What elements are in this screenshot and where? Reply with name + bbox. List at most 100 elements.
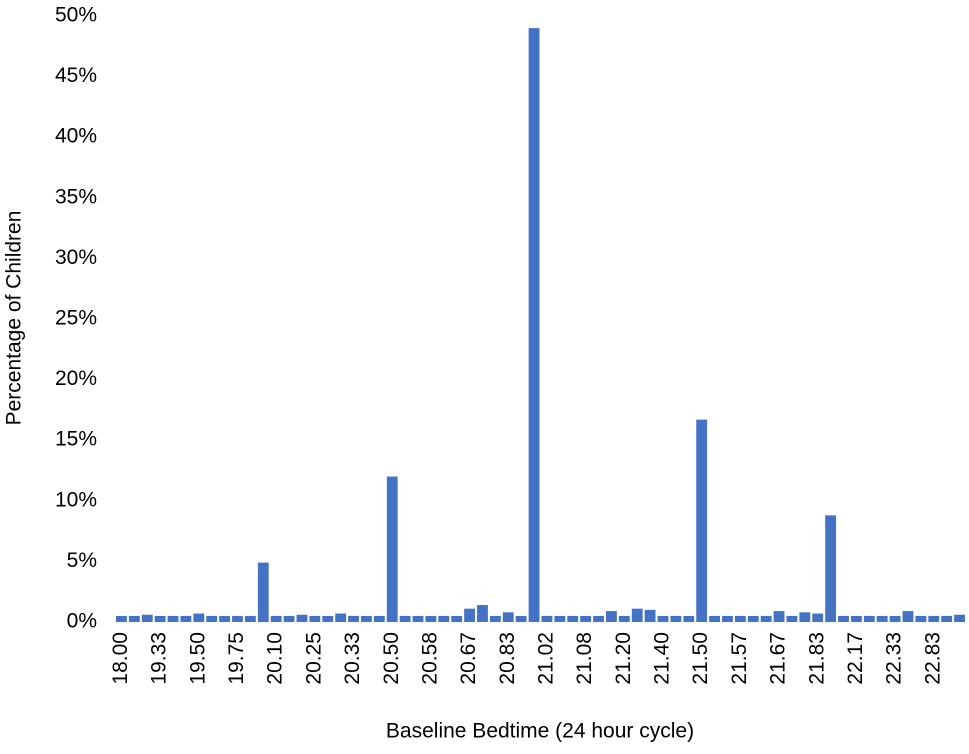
bar xyxy=(734,615,746,622)
bar xyxy=(928,615,940,622)
bar xyxy=(618,615,630,622)
x-tick-label: 19.50 xyxy=(186,632,209,685)
y-tick-label: 35% xyxy=(55,185,97,208)
x-tick-label: 20.33 xyxy=(341,632,364,685)
bar xyxy=(915,615,927,622)
bar xyxy=(193,613,205,622)
x-tick-label: 19.33 xyxy=(148,632,171,685)
bar xyxy=(606,611,617,622)
y-tick-label: 50% xyxy=(55,4,97,27)
bar xyxy=(270,615,282,622)
bar xyxy=(180,615,192,622)
bar xyxy=(567,615,579,622)
bar xyxy=(876,615,888,622)
bar xyxy=(335,613,347,622)
bar xyxy=(425,615,437,622)
x-tick-label: 22.17 xyxy=(844,632,867,685)
bar xyxy=(296,614,308,622)
x-tick-label: 21.20 xyxy=(612,632,635,685)
y-tick-label: 30% xyxy=(55,246,97,269)
y-tick-label: 25% xyxy=(55,307,97,330)
bar xyxy=(141,614,153,622)
bar xyxy=(528,28,540,623)
bar xyxy=(850,615,862,622)
y-tick-label: 10% xyxy=(55,488,97,511)
bar xyxy=(206,615,218,622)
bar xyxy=(657,615,669,622)
bar xyxy=(309,615,321,622)
bar xyxy=(541,615,553,622)
bar xyxy=(322,615,334,622)
x-tick-label: 20.10 xyxy=(264,632,287,685)
x-axis-title: Baseline Bedtime (24 hour cycle) xyxy=(386,720,694,743)
y-tick-label: 15% xyxy=(55,428,97,451)
y-tick-label: 45% xyxy=(55,64,97,87)
bar xyxy=(747,615,759,622)
bar xyxy=(631,608,643,622)
bar xyxy=(941,615,953,622)
y-tick-label: 0% xyxy=(67,610,97,633)
bar xyxy=(760,615,772,622)
bar xyxy=(644,609,656,622)
bar xyxy=(116,615,127,622)
x-tick-label: 21.02 xyxy=(534,632,557,685)
bar xyxy=(451,615,463,622)
bar xyxy=(515,615,527,622)
bar xyxy=(709,615,720,622)
y-tick-label: 40% xyxy=(55,125,97,148)
bar xyxy=(489,615,501,622)
bar xyxy=(361,615,372,622)
bar xyxy=(232,615,243,622)
x-tick-label: 21.67 xyxy=(767,632,790,685)
x-tick-label: 20.83 xyxy=(496,632,519,685)
bar xyxy=(773,611,785,622)
bar xyxy=(257,562,269,622)
x-tick-label: 18.00 xyxy=(109,632,132,685)
bar xyxy=(593,615,604,622)
bar xyxy=(838,615,849,622)
bar xyxy=(683,615,695,622)
x-tick-label: 20.50 xyxy=(380,632,403,685)
bar xyxy=(799,612,811,622)
x-tick-label: 21.57 xyxy=(728,632,751,685)
bar xyxy=(399,615,411,622)
bar xyxy=(722,615,733,622)
bar xyxy=(812,613,824,622)
bar xyxy=(438,615,450,622)
bar xyxy=(954,614,965,622)
bar xyxy=(167,615,179,622)
bar xyxy=(154,615,166,622)
bar xyxy=(477,605,488,622)
bar xyxy=(386,476,398,622)
x-tick-label: 21.83 xyxy=(805,632,828,685)
bar xyxy=(283,615,295,622)
bar xyxy=(373,615,385,622)
bar xyxy=(670,615,682,622)
x-tick-label: 22.33 xyxy=(883,632,906,685)
x-tick-label: 21.40 xyxy=(651,632,674,685)
bar xyxy=(464,608,475,622)
bar xyxy=(696,419,708,622)
x-tick-label: 20.67 xyxy=(457,632,480,685)
bar xyxy=(244,615,256,622)
bar xyxy=(902,611,914,622)
bar xyxy=(786,615,798,622)
bar xyxy=(412,615,424,622)
bar xyxy=(554,615,566,622)
bar xyxy=(502,612,514,622)
x-tick-label: 20.25 xyxy=(302,632,325,685)
bar xyxy=(889,615,901,622)
x-tick-label: 21.50 xyxy=(689,632,712,685)
bar xyxy=(863,615,875,622)
bar xyxy=(219,615,231,622)
y-tick-label: 20% xyxy=(55,367,97,390)
bar xyxy=(825,515,837,622)
x-tick-label: 20.58 xyxy=(418,632,441,685)
y-axis-title: Percentage of Children xyxy=(3,211,26,426)
x-tick-label: 22.83 xyxy=(921,632,944,685)
y-tick-label: 5% xyxy=(67,549,97,572)
x-tick-label: 21.08 xyxy=(573,632,596,685)
bar xyxy=(348,615,359,622)
x-tick-label: 19.75 xyxy=(225,632,248,685)
